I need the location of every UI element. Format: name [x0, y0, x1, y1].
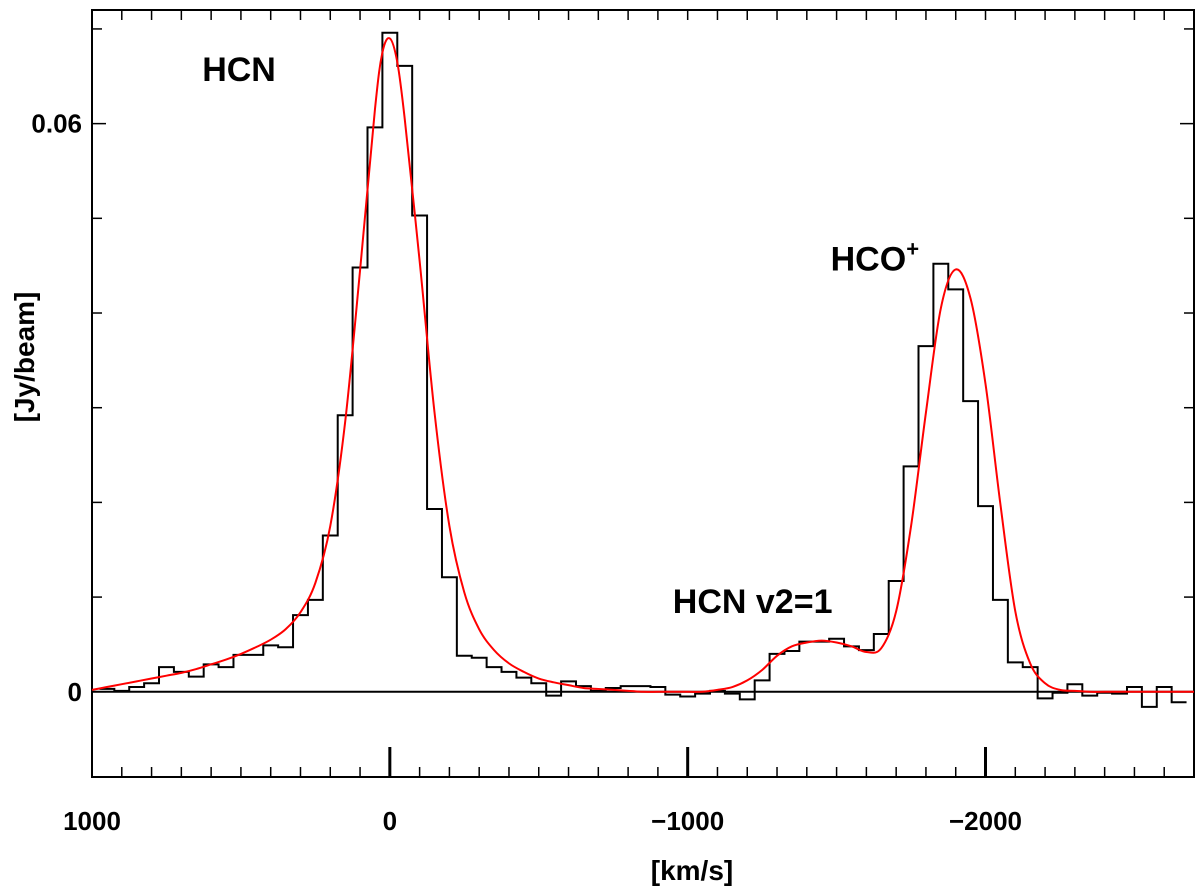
peak-annotation: HCN v2=1	[673, 583, 833, 621]
histogram-series-line	[99, 31, 1187, 708]
y-tick-label: 0.06	[31, 109, 82, 139]
peak-annotation: HCO+	[831, 236, 919, 278]
peak-annotation: HCN	[202, 51, 276, 89]
annotation-superscript: +	[906, 236, 919, 261]
x-axis-title: [km/s]	[651, 855, 733, 886]
x-tick-label: 0	[383, 806, 397, 836]
fit-series-line	[91, 37, 1194, 693]
annotations: HCN HCN v2=1 HCO+	[202, 51, 919, 621]
y-tick-label: 0	[68, 677, 82, 707]
tick-labels: 1000 0 −1000 −2000 0 0.06	[31, 109, 1022, 836]
x-tick-label: −2000	[949, 806, 1022, 836]
plot-frame	[91, 9, 1195, 778]
series-layer	[91, 31, 1194, 708]
line-position-markers	[388, 747, 988, 777]
y-axis-title: [Jy/beam]	[9, 292, 40, 423]
x-tick-label: −1000	[651, 806, 724, 836]
x-tick-label: 1000	[63, 806, 121, 836]
